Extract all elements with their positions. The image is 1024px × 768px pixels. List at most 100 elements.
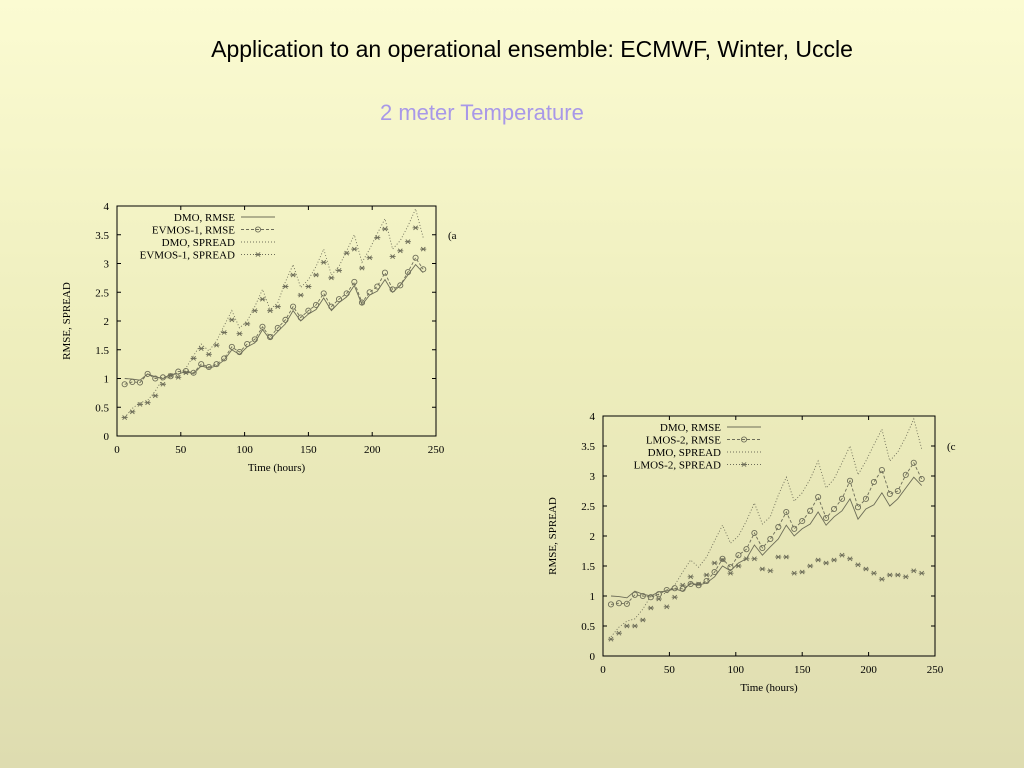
star-marker <box>144 400 151 406</box>
star-marker <box>727 570 734 576</box>
star-marker <box>328 275 335 281</box>
circle-marker <box>607 601 615 608</box>
x-tick-label: 0 <box>600 664 606 676</box>
star-marker <box>198 346 205 352</box>
x-tick-label: 150 <box>794 664 811 676</box>
star-marker <box>343 250 350 256</box>
circle-marker <box>236 348 243 356</box>
star-marker <box>735 563 742 569</box>
star-marker <box>412 225 419 231</box>
circle-marker <box>159 374 166 381</box>
star-marker <box>751 556 758 562</box>
x-tick-label: 200 <box>860 664 877 676</box>
slide-subtitle: 2 meter Temperature <box>380 100 584 125</box>
circle-marker <box>639 592 646 600</box>
y-tick-label: 0.5 <box>581 621 595 633</box>
circle-marker <box>205 363 212 371</box>
star-marker <box>152 393 159 399</box>
x-tick-label: 100 <box>236 444 253 456</box>
star-marker <box>910 568 917 574</box>
circle-marker <box>854 504 862 511</box>
y-tick-label: 1 <box>590 591 596 603</box>
star-marker <box>623 623 630 629</box>
legend-circle-marker <box>254 226 262 233</box>
y-tick-label: 2 <box>590 531 596 543</box>
panel-label: (a <box>448 230 457 242</box>
circle-marker <box>221 355 228 362</box>
circle-marker <box>719 555 726 562</box>
circle-marker <box>687 580 694 588</box>
panel-label: (c <box>947 441 956 453</box>
circle-marker <box>918 475 925 483</box>
circle-marker <box>647 594 654 601</box>
star-marker <box>823 560 830 566</box>
star-marker <box>862 566 869 572</box>
star-marker <box>351 246 358 252</box>
circle-marker <box>831 505 838 513</box>
star-marker <box>655 596 662 602</box>
star-marker <box>374 235 381 241</box>
y-tick-label: 1.5 <box>581 561 595 573</box>
circle-marker <box>711 568 718 576</box>
legend-star-marker <box>741 462 747 467</box>
x-tick-label: 100 <box>728 664 745 676</box>
x-tick-label: 50 <box>175 444 187 456</box>
star-marker <box>190 355 197 361</box>
x-tick-label: 50 <box>664 664 676 676</box>
star-marker <box>631 623 638 629</box>
slide-title: Application to an operational ensemble: … <box>211 36 853 62</box>
circle-marker <box>267 334 274 341</box>
circle-marker <box>190 369 197 376</box>
series-line-2 <box>610 417 923 638</box>
star-marker <box>236 331 243 337</box>
circle-marker <box>615 600 622 607</box>
circle-marker <box>198 361 205 368</box>
circle-marker <box>679 585 686 592</box>
circle-marker <box>815 493 822 501</box>
y-tick-label: 2.5 <box>581 501 595 513</box>
star-marker <box>274 304 281 310</box>
star-marker <box>182 370 189 376</box>
circle-marker <box>282 316 289 323</box>
star-marker <box>251 308 258 314</box>
star-marker <box>420 246 427 252</box>
y-tick-label: 1.5 <box>95 345 109 357</box>
circle-marker <box>807 507 814 514</box>
circle-marker <box>902 471 909 478</box>
star-marker <box>711 560 718 566</box>
circle-marker <box>743 546 750 553</box>
star-marker <box>831 557 838 563</box>
circle-marker <box>878 466 885 474</box>
star-marker <box>663 604 670 610</box>
circle-marker <box>623 600 630 607</box>
star-marker <box>886 572 893 578</box>
star-marker <box>918 570 925 576</box>
star-marker <box>389 254 396 260</box>
star-marker <box>159 381 166 387</box>
circle-marker <box>351 278 358 285</box>
circle-marker <box>894 487 901 495</box>
star-marker <box>381 226 388 232</box>
y-tick-label: 1 <box>104 374 110 386</box>
circle-marker <box>767 535 774 543</box>
star-marker <box>167 373 174 379</box>
circle-marker <box>759 544 766 552</box>
star-marker <box>358 265 365 271</box>
star-marker <box>205 351 212 357</box>
circle-marker <box>305 307 312 314</box>
y-axis-label: RMSE, SPREAD <box>547 497 559 575</box>
star-marker <box>607 636 614 642</box>
circle-marker <box>862 495 869 502</box>
star-marker <box>259 296 266 302</box>
star-marker <box>807 563 814 569</box>
legend-label: EVMOS-1, RMSE <box>152 225 235 237</box>
x-tick-label: 250 <box>927 664 944 676</box>
legend-label: DMO, RMSE <box>660 422 721 434</box>
star-marker <box>228 317 235 323</box>
y-axis-label: RMSE, SPREAD <box>61 282 73 360</box>
star-marker <box>839 552 846 558</box>
y-tick-label: 3 <box>104 259 110 271</box>
circle-marker <box>397 282 404 289</box>
circle-marker <box>366 289 373 296</box>
series-line-1 <box>610 461 923 605</box>
